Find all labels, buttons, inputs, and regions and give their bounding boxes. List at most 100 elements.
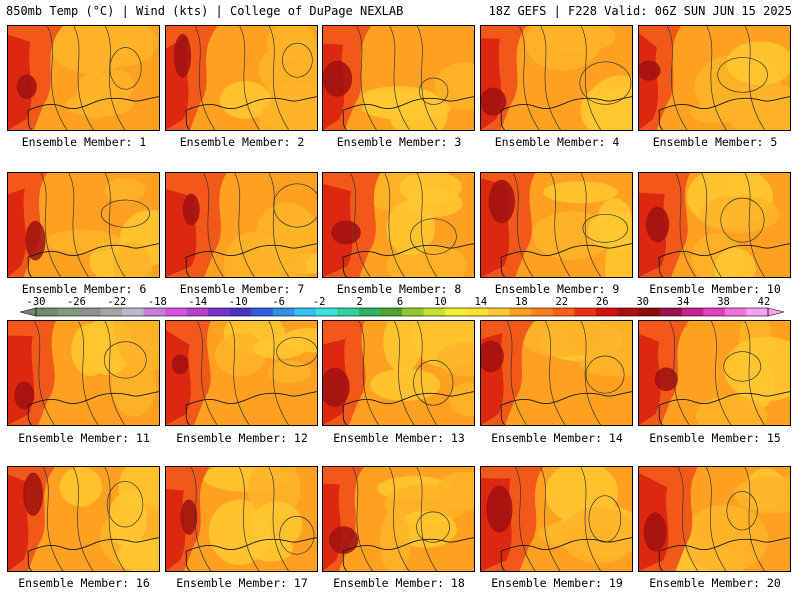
- colorbar-tick-label: 22: [555, 296, 569, 308]
- ensemble-panel-15: [638, 320, 791, 426]
- ensemble-member-label: Ensemble Member: 1: [21, 135, 147, 149]
- colorbar-segment: [552, 308, 575, 316]
- colorbar-segment: [186, 308, 209, 316]
- colorbar-tick-label: -14: [188, 296, 208, 308]
- colorbar-segment: [638, 308, 661, 316]
- temperature-colorbar: [19, 307, 785, 317]
- temperature-map-16: [8, 467, 159, 571]
- ensemble-panel-11: [7, 320, 160, 426]
- colorbar-segment: [423, 308, 446, 316]
- ensemble-panel-1: [7, 25, 160, 131]
- header-run-info: 18Z GEFS | F228 Valid: 06Z SUN JUN 15 20…: [488, 4, 792, 18]
- colorbar-segment: [681, 308, 704, 316]
- colorbar-segment: [143, 308, 166, 316]
- colorbar-tick-label: -22: [107, 296, 127, 308]
- ensemble-member-label: Ensemble Member: 19: [491, 576, 623, 590]
- temperature-map-17: [166, 467, 317, 571]
- ensemble-member-label: Ensemble Member: 7: [179, 282, 305, 296]
- ensemble-member-label: Ensemble Member: 5: [652, 135, 778, 149]
- ensemble-member-label: Ensemble Member: 12: [176, 431, 308, 445]
- colorbar-segment: [57, 308, 80, 316]
- ensemble-member-label: Ensemble Member: 2: [179, 135, 305, 149]
- ensemble-member-label: Ensemble Member: 3: [336, 135, 462, 149]
- temperature-map-10: [639, 173, 790, 277]
- colorbar-tick-label: 42: [757, 296, 771, 308]
- colorbar-segment: [466, 308, 489, 316]
- colorbar-segment: [36, 308, 58, 316]
- colorbar-segment: [660, 308, 683, 316]
- colorbar-segment: [100, 308, 123, 316]
- ensemble-panel-13: [322, 320, 475, 426]
- temperature-map-19: [481, 467, 632, 571]
- ensemble-panel-2: [165, 25, 318, 131]
- ensemble-member-label: Ensemble Member: 8: [336, 282, 462, 296]
- colorbar-segment: [315, 308, 338, 316]
- temperature-map-5: [639, 26, 790, 130]
- ensemble-panel-3: [322, 25, 475, 131]
- colorbar-segment: [294, 308, 317, 316]
- ensemble-panel-7: [165, 172, 318, 278]
- ensemble-panel-19: [480, 466, 633, 572]
- ensemble-member-label: Ensemble Member: 14: [491, 431, 623, 445]
- ensemble-member-label: Ensemble Member: 15: [649, 431, 781, 445]
- colorbar-segment: [531, 308, 554, 316]
- temperature-map-6: [8, 173, 159, 277]
- temperature-map-4: [481, 26, 632, 130]
- ensemble-panel-16: [7, 466, 160, 572]
- colorbar-segment: [703, 308, 726, 316]
- ensemble-member-label: Ensemble Member: 20: [649, 576, 781, 590]
- ensemble-member-label: Ensemble Member: 6: [21, 282, 147, 296]
- temperature-map-18: [323, 467, 474, 571]
- header: 850mb Temp (°C) | Wind (kts) | College o…: [0, 0, 800, 22]
- colorbar-tick-label: -2: [312, 296, 326, 308]
- temperature-map-15: [639, 321, 790, 425]
- colorbar-segment: [724, 308, 747, 316]
- colorbar-segment: [617, 308, 640, 316]
- temperature-map-7: [166, 173, 317, 277]
- colorbar-tick-label: 18: [515, 296, 528, 308]
- colorbar-tick-label: -6: [272, 296, 285, 308]
- temperature-map-1: [8, 26, 159, 130]
- colorbar-segment: [445, 308, 467, 316]
- colorbar-segment: [595, 308, 618, 316]
- ensemble-panel-6: [7, 172, 160, 278]
- header-title: 850mb Temp (°C) | Wind (kts) | College o…: [6, 4, 404, 18]
- ensemble-member-label: Ensemble Member: 9: [494, 282, 620, 296]
- colorbar-segment: [358, 308, 381, 316]
- colorbar-tick-label: 10: [434, 296, 447, 308]
- temperature-map-3: [323, 26, 474, 130]
- ensemble-panel-14: [480, 320, 633, 426]
- ensemble-panel-4: [480, 25, 633, 131]
- colorbar-tick-label: 14: [474, 296, 488, 308]
- colorbar-segment: [79, 308, 101, 316]
- colorbar-tick-label: 26: [595, 296, 609, 308]
- ensemble-member-label: Ensemble Member: 13: [333, 431, 465, 445]
- ensemble-panel-18: [322, 466, 475, 572]
- ensemble-member-label: Ensemble Member: 18: [333, 576, 465, 590]
- colorbar-segment: [165, 308, 188, 316]
- ensemble-member-label: Ensemble Member: 4: [494, 135, 620, 149]
- colorbar-tick-label: 2: [356, 296, 363, 308]
- colorbar-segment: [337, 308, 360, 316]
- temperature-map-9: [481, 173, 632, 277]
- colorbar-tick-label: -30: [26, 296, 46, 308]
- ensemble-member-label: Ensemble Member: 11: [18, 431, 150, 445]
- colorbar-tick-label: 34: [676, 296, 690, 308]
- colorbar-segment: [574, 308, 597, 316]
- colorbar-tick-label: 30: [636, 296, 649, 308]
- ensemble-panel-5: [638, 25, 791, 131]
- temperature-map-11: [8, 321, 159, 425]
- temperature-map-2: [166, 26, 317, 130]
- temperature-map-8: [323, 173, 474, 277]
- ensemble-member-label: Ensemble Member: 16: [18, 576, 150, 590]
- colorbar-segment: [402, 308, 424, 316]
- ensemble-panel-8: [322, 172, 475, 278]
- colorbar-segment: [251, 308, 274, 316]
- ensemble-panel-10: [638, 172, 791, 278]
- temperature-map-13: [323, 321, 474, 425]
- ensemble-member-label: Ensemble Member: 10: [649, 282, 781, 296]
- temperature-map-14: [481, 321, 632, 425]
- colorbar-tick-label: 38: [717, 296, 730, 308]
- ensemble-panel-17: [165, 466, 318, 572]
